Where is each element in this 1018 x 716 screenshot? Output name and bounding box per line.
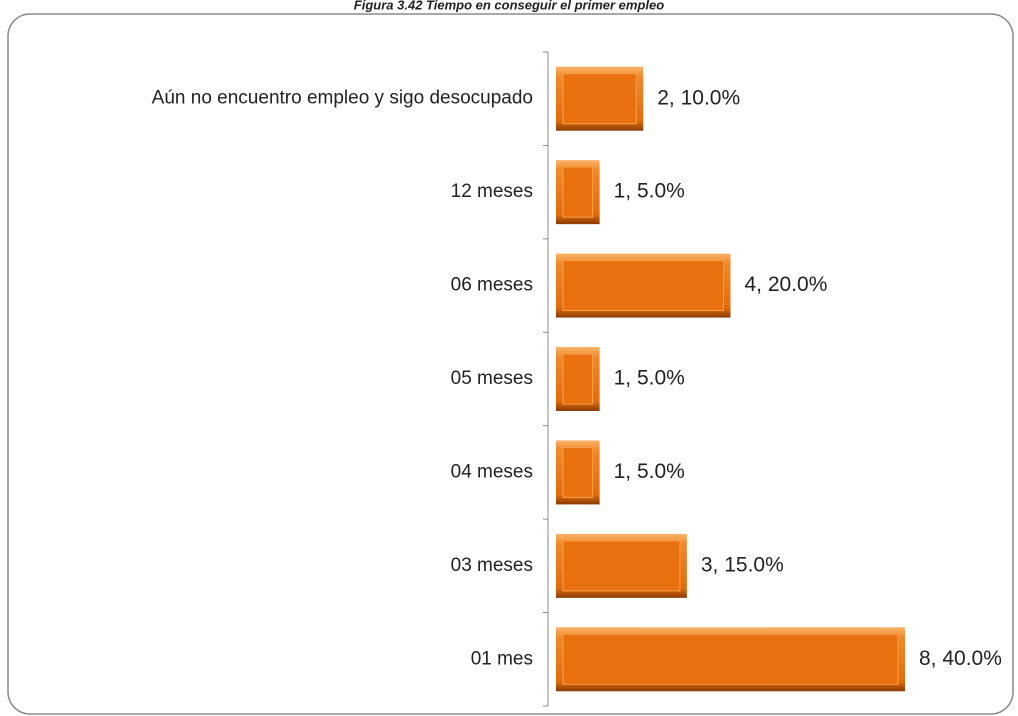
y-tick-label: 01 mes [471,648,533,669]
chart-title: Figura 3.42 Tiempo en conseguir el prime… [354,0,664,12]
chart-frame [7,13,1014,715]
bar-bevel [562,540,681,592]
bar-bevel [562,260,724,312]
y-tick-label: 05 meses [451,368,533,389]
y-tick-label: 06 meses [451,275,533,296]
data-label: 8, 40.0% [919,647,1002,670]
bar-bevel [562,73,637,125]
data-label: 4, 20.0% [745,273,828,296]
y-tick-label: 12 meses [451,181,533,202]
y-tick-label: 03 meses [451,555,533,576]
bar-bevel [562,446,594,498]
data-label: 1, 5.0% [614,367,685,390]
bar-bevel [562,353,594,405]
data-label: 1, 5.0% [614,460,685,483]
bar-bevel [562,166,594,218]
bar-bevel [562,633,899,685]
data-label: 1, 5.0% [614,180,685,203]
data-label: 3, 15.0% [701,553,784,576]
y-tick-label: 04 meses [451,461,533,482]
y-tick-label: Aún no encuentro empleo y sigo desocupad… [152,88,533,109]
data-label: 2, 10.0% [657,86,740,109]
